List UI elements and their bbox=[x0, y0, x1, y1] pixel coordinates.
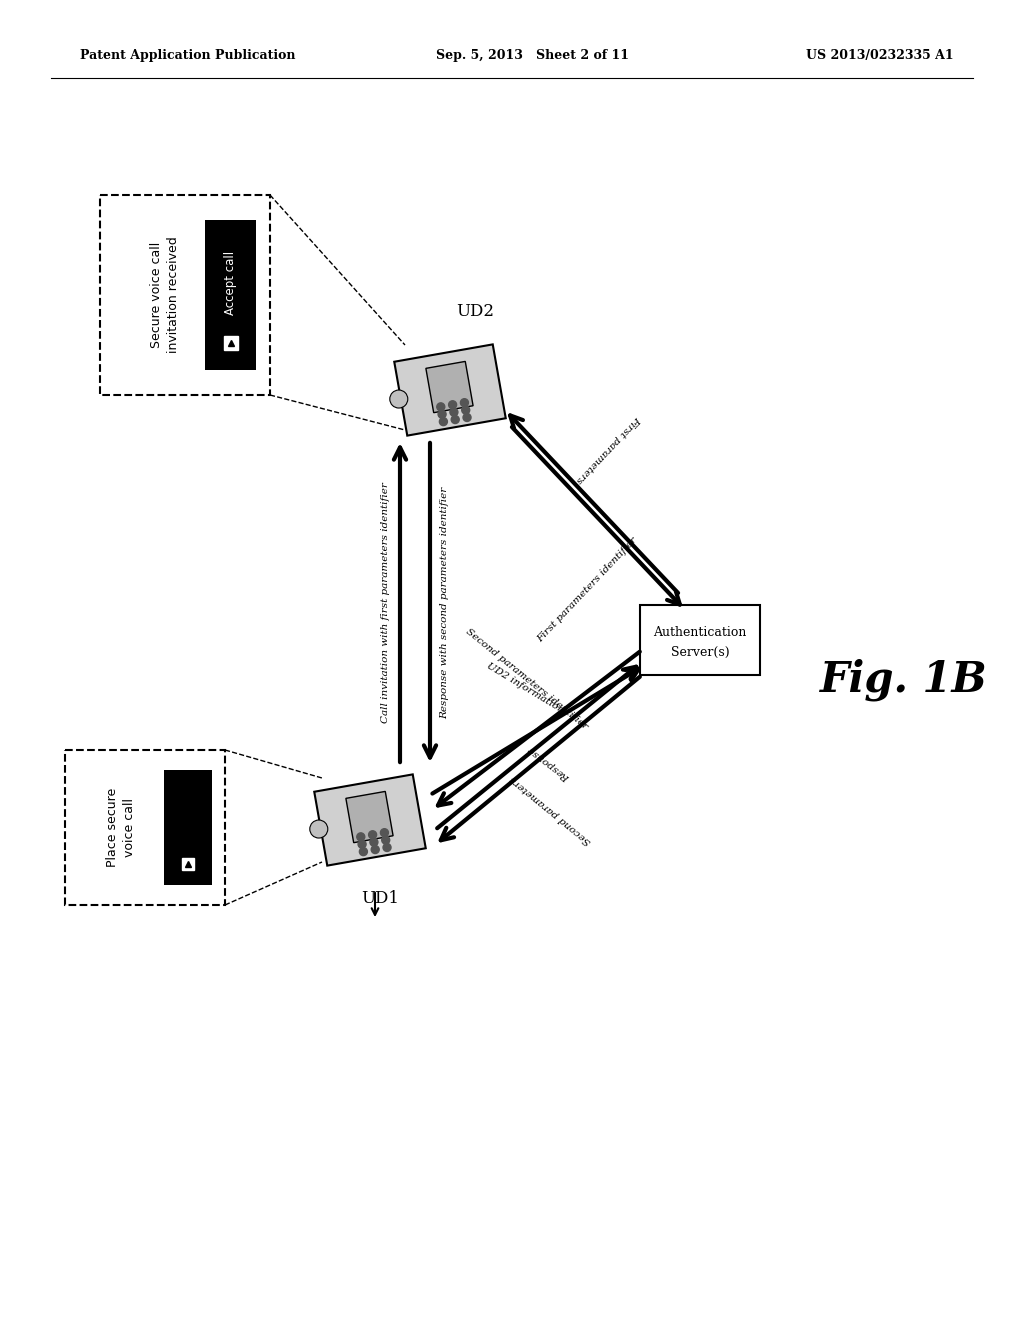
Text: UD2 information: UD2 information bbox=[485, 661, 565, 715]
Polygon shape bbox=[314, 775, 426, 866]
Text: Second parameters: Second parameters bbox=[508, 774, 593, 846]
Text: Response with second parameters identifier: Response with second parameters identifi… bbox=[440, 486, 449, 718]
Bar bbox=[100, 195, 270, 395]
Text: Authentication: Authentication bbox=[653, 626, 746, 639]
Text: UD1: UD1 bbox=[361, 890, 399, 907]
Circle shape bbox=[438, 411, 446, 418]
Polygon shape bbox=[346, 792, 393, 842]
Circle shape bbox=[452, 416, 459, 424]
Circle shape bbox=[449, 401, 457, 409]
Text: Place secure
voice call: Place secure voice call bbox=[106, 788, 136, 867]
Text: Sep. 5, 2013   Sheet 2 of 11: Sep. 5, 2013 Sheet 2 of 11 bbox=[435, 49, 629, 62]
Bar bbox=[640, 605, 760, 675]
Circle shape bbox=[461, 399, 468, 407]
Text: Response: Response bbox=[526, 744, 571, 781]
Bar bbox=[65, 750, 225, 906]
Text: Server(s): Server(s) bbox=[671, 645, 729, 659]
Circle shape bbox=[310, 820, 328, 838]
Circle shape bbox=[381, 829, 388, 837]
Circle shape bbox=[356, 833, 365, 841]
Text: First parameters identifier: First parameters identifier bbox=[536, 536, 639, 644]
Text: Accept call: Accept call bbox=[224, 251, 238, 315]
Circle shape bbox=[359, 847, 368, 855]
Circle shape bbox=[450, 408, 458, 416]
Circle shape bbox=[372, 846, 379, 854]
Circle shape bbox=[358, 841, 367, 849]
Text: Fig. 1B: Fig. 1B bbox=[820, 659, 987, 701]
Circle shape bbox=[382, 836, 390, 843]
Text: Secure voice call
invitation received: Secure voice call invitation received bbox=[150, 236, 179, 354]
Polygon shape bbox=[394, 345, 506, 436]
Text: Second parameters identifier: Second parameters identifier bbox=[464, 627, 589, 731]
Circle shape bbox=[383, 843, 391, 851]
Bar bbox=[164, 770, 212, 884]
Circle shape bbox=[390, 389, 408, 408]
Text: Patent Application Publication: Patent Application Publication bbox=[80, 49, 296, 62]
Polygon shape bbox=[426, 362, 473, 413]
Circle shape bbox=[463, 413, 471, 421]
Text: Call invitation with first parameters identifier: Call invitation with first parameters id… bbox=[381, 482, 390, 723]
Circle shape bbox=[437, 403, 444, 411]
Bar bbox=[206, 220, 256, 370]
Circle shape bbox=[369, 830, 377, 838]
Text: First parameters: First parameters bbox=[573, 413, 641, 484]
Circle shape bbox=[370, 838, 378, 846]
Circle shape bbox=[462, 407, 470, 414]
Circle shape bbox=[439, 417, 447, 425]
Text: US 2013/0232335 A1: US 2013/0232335 A1 bbox=[806, 49, 954, 62]
Text: UD2: UD2 bbox=[456, 304, 494, 319]
